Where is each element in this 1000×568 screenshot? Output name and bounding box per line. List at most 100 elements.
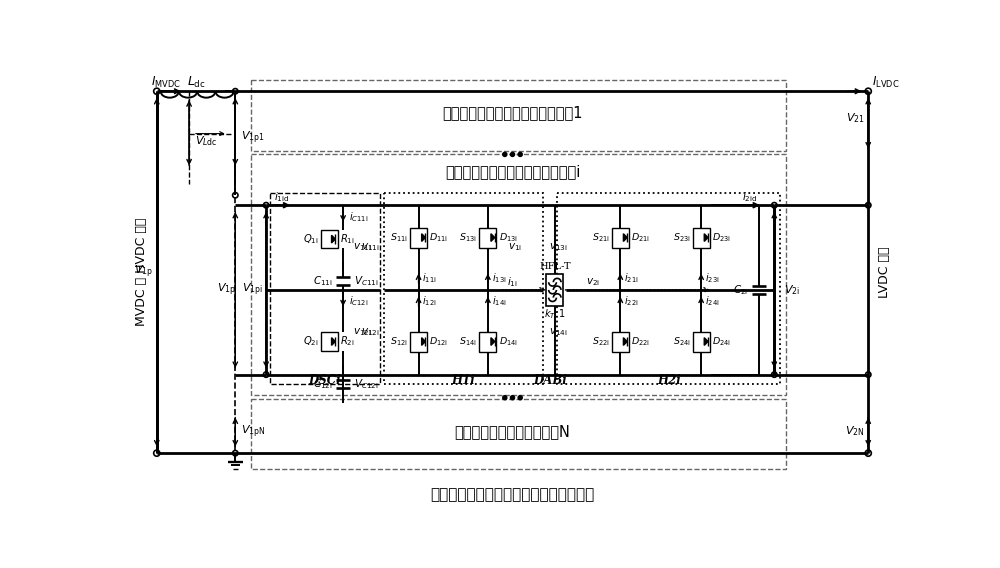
Text: $I_{\rm LVDC}$: $I_{\rm LVDC}$: [872, 74, 899, 90]
Text: $D_{\rm 21i}$: $D_{\rm 21i}$: [631, 231, 650, 244]
Text: $V_{\rm 1p}$: $V_{\rm 1p}$: [217, 282, 236, 298]
Bar: [410, 332, 427, 352]
Bar: [251, 80, 786, 151]
Text: $S_{\rm 12i}$: $S_{\rm 12i}$: [390, 335, 408, 348]
Circle shape: [518, 396, 522, 400]
Text: 离散化开关电容双主动全桥N: 离散化开关电容双主动全桥N: [455, 424, 570, 439]
Text: $v_{\rm 13i}$: $v_{\rm 13i}$: [549, 241, 568, 253]
Text: $D_{\rm 11i}$: $D_{\rm 11i}$: [429, 231, 448, 244]
Bar: [410, 228, 427, 248]
Bar: [479, 228, 496, 248]
Circle shape: [503, 396, 507, 400]
Bar: [270, 193, 380, 384]
Circle shape: [503, 152, 507, 156]
Text: $S_{\rm 21i}$: $S_{\rm 21i}$: [592, 231, 610, 244]
Text: 离散化开关电容双主动全桥子模块1: 离散化开关电容双主动全桥子模块1: [442, 105, 583, 120]
Text: $i_{\rm 12i}$: $i_{\rm 12i}$: [422, 295, 437, 308]
Text: $v_{\rm 11i}$: $v_{\rm 11i}$: [353, 241, 372, 253]
Text: $L_{\rm dc}$: $L_{\rm dc}$: [187, 74, 206, 90]
Text: $S_{\rm 13i}$: $S_{\rm 13i}$: [459, 231, 477, 244]
Polygon shape: [422, 233, 425, 241]
Circle shape: [511, 152, 514, 156]
Polygon shape: [332, 235, 335, 243]
Text: $V_{\rm 21}$: $V_{\rm 21}$: [846, 111, 864, 125]
Text: $i_{\rm 23i}$: $i_{\rm 23i}$: [705, 272, 720, 285]
Bar: [384, 193, 543, 384]
Circle shape: [518, 152, 522, 156]
Text: HFL-T: HFL-T: [539, 261, 571, 270]
Bar: [251, 154, 786, 395]
Polygon shape: [704, 337, 708, 345]
Text: $D_{\rm 24i}$: $D_{\rm 24i}$: [712, 335, 731, 348]
Polygon shape: [704, 233, 708, 241]
Text: H1i: H1i: [452, 374, 475, 386]
Text: $i_{\rm 1i}$: $i_{\rm 1i}$: [507, 275, 518, 289]
Text: $i_{\rm 14i}$: $i_{\rm 14i}$: [492, 295, 506, 308]
Text: $S_{\rm 14i}$: $S_{\rm 14i}$: [459, 335, 477, 348]
Text: $S_{\rm 23i}$: $S_{\rm 23i}$: [673, 231, 690, 244]
Text: $v_{\rm 11i}$: $v_{\rm 11i}$: [361, 241, 380, 253]
Text: $V_{L\rm dc}$: $V_{L\rm dc}$: [195, 135, 218, 148]
Text: $Q_{\rm 1i}$: $Q_{\rm 1i}$: [303, 232, 318, 246]
Text: $V_{\rm 2i}$: $V_{\rm 2i}$: [784, 283, 800, 297]
Text: $R_{\rm 2i}$: $R_{\rm 2i}$: [340, 335, 355, 348]
Text: $D_{\rm 12i}$: $D_{\rm 12i}$: [429, 335, 448, 348]
Text: $D_{\rm 13i}$: $D_{\rm 13i}$: [499, 231, 518, 244]
Text: $i_{C\rm 11i}$: $i_{C\rm 11i}$: [349, 210, 369, 224]
Polygon shape: [491, 233, 495, 241]
Text: $i_{\rm 22i}$: $i_{\rm 22i}$: [624, 295, 639, 308]
Text: 基于离散化开关电容的模块化直流变压器: 基于离散化开关电容的模块化直流变压器: [430, 487, 595, 502]
Bar: [321, 230, 338, 248]
Text: H2i: H2i: [657, 374, 681, 386]
Bar: [479, 332, 496, 352]
Text: $v_{\rm 14i}$: $v_{\rm 14i}$: [549, 327, 568, 338]
Bar: [693, 228, 710, 248]
Text: $i_{\rm 11i}$: $i_{\rm 11i}$: [422, 272, 437, 285]
Polygon shape: [623, 233, 627, 241]
Text: $k_T\!:\!1$: $k_T\!:\!1$: [544, 307, 565, 321]
Text: $S_{\rm 24i}$: $S_{\rm 24i}$: [673, 335, 690, 348]
Text: $V_{\rm 2N}$: $V_{\rm 2N}$: [845, 425, 864, 438]
Text: $S_{\rm 11i}$: $S_{\rm 11i}$: [390, 231, 408, 244]
Bar: [321, 332, 338, 351]
Polygon shape: [332, 337, 335, 345]
Text: $i_{\rm 21i}$: $i_{\rm 21i}$: [624, 272, 639, 285]
Text: $D_{\rm 23i}$: $D_{\rm 23i}$: [712, 231, 731, 244]
Text: DABi: DABi: [533, 374, 567, 386]
Text: $S_{\rm 22i}$: $S_{\rm 22i}$: [592, 335, 610, 348]
Bar: [251, 399, 786, 469]
Circle shape: [511, 396, 514, 400]
Bar: [612, 228, 629, 248]
Text: 离散化开关电容双主动全桥子模块i: 离散化开关电容双主动全桥子模块i: [445, 165, 580, 179]
Text: $i_{C\rm 12i}$: $i_{C\rm 12i}$: [349, 295, 369, 308]
Polygon shape: [491, 337, 495, 345]
Text: $i_{\rm 1id}$: $i_{\rm 1id}$: [274, 191, 289, 204]
Text: $R_{\rm 1i}$: $R_{\rm 1i}$: [340, 232, 355, 246]
Text: $C_{\rm 11i}$: $C_{\rm 11i}$: [313, 274, 332, 287]
Text: LVDC 母线: LVDC 母线: [878, 247, 891, 298]
Text: $V_{\rm 1pi}$: $V_{\rm 1pi}$: [242, 282, 263, 298]
Polygon shape: [623, 337, 627, 345]
Text: $i_{\rm 24i}$: $i_{\rm 24i}$: [705, 295, 720, 308]
Text: $V_{C\rm 11i}$: $V_{C\rm 11i}$: [354, 274, 379, 287]
Text: $i_{\rm 13i}$: $i_{\rm 13i}$: [492, 272, 506, 285]
Bar: [557, 193, 780, 384]
Text: MVDC 或 HVDC 母线: MVDC 或 HVDC 母线: [135, 218, 148, 327]
Text: DSCi: DSCi: [309, 374, 341, 386]
Bar: [693, 332, 710, 352]
Bar: [612, 332, 629, 352]
Text: $C_{\rm 12i}$: $C_{\rm 12i}$: [313, 377, 332, 391]
Bar: [546, 274, 563, 306]
Text: $I_{\rm MVDC}$: $I_{\rm MVDC}$: [151, 74, 181, 90]
Text: $D_{\rm 22i}$: $D_{\rm 22i}$: [631, 335, 650, 348]
Text: $V_{\rm 1p}$: $V_{\rm 1p}$: [134, 264, 153, 281]
Text: $V_{\rm 1p1}$: $V_{\rm 1p1}$: [241, 130, 265, 145]
Polygon shape: [422, 337, 425, 345]
Text: $v_{\rm 2i}$: $v_{\rm 2i}$: [586, 276, 600, 288]
Text: $C_{\rm 2i}$: $C_{\rm 2i}$: [733, 283, 748, 297]
Text: $V_{C\rm 12i}$: $V_{C\rm 12i}$: [354, 377, 379, 391]
Text: $Q_{\rm 2i}$: $Q_{\rm 2i}$: [303, 335, 318, 348]
Text: $D_{\rm 14i}$: $D_{\rm 14i}$: [499, 335, 518, 348]
Text: $V_{\rm 1pN}$: $V_{\rm 1pN}$: [241, 423, 266, 440]
Text: $v_{\rm 12i}$: $v_{\rm 12i}$: [353, 327, 372, 338]
